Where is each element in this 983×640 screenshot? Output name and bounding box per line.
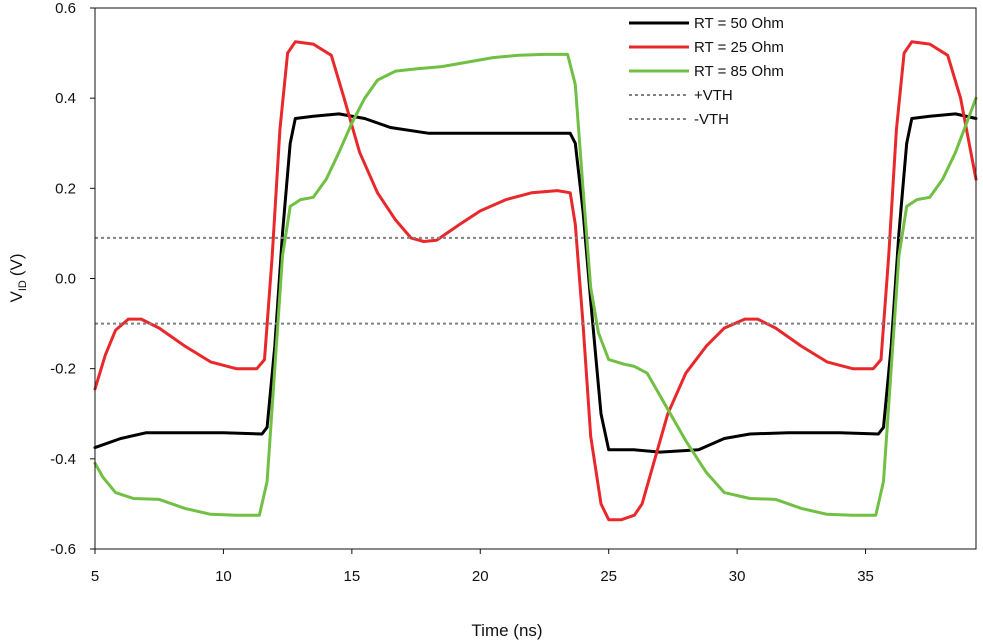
x-tick-label: 30 [729, 568, 746, 585]
x-tick-label: 25 [600, 568, 617, 585]
x-axis-title: Time (ns) [471, 621, 542, 640]
legend-label-rt-50-ohm: RT = 50 Ohm [694, 15, 784, 32]
legend-label-rt-25-ohm: RT = 25 Ohm [694, 39, 784, 56]
y-tick-label: 0.2 [55, 180, 76, 197]
legend: RT = 50 Ohm RT = 25 Ohm RT = 85 Ohm +VTH -VT… [629, 15, 784, 128]
x-tick-label: 20 [472, 568, 489, 585]
y-tick-label: -0.6 [50, 541, 76, 558]
x-tick-label: 5 [91, 568, 99, 585]
y-tick-label: 0.0 [55, 271, 76, 288]
y-tick-label: -0.4 [50, 451, 76, 468]
x-tick-label: 35 [857, 568, 874, 585]
y-tick-label: 0.6 [55, 0, 76, 17]
x-tick-label: 15 [344, 568, 361, 585]
y-axis-ticks: 0.6 0.4 0.2 0.0 -0.2 -0.4 -0.6 [50, 0, 95, 558]
legend-label-rt-85-ohm: RT = 85 Ohm [694, 63, 784, 80]
y-axis-title-subscript: ID [17, 280, 29, 291]
legend-label-vth: -VTH [694, 111, 729, 128]
series-line-rt-85-ohm [93, 52, 978, 517]
x-axis-ticks: 5 10 15 20 25 30 35 [91, 549, 874, 585]
legend-label-vth: +VTH [694, 87, 733, 104]
y-axis-title-main: V [7, 291, 26, 303]
y-tick-label: -0.2 [50, 361, 76, 378]
y-axis-title-unit: (V) [7, 253, 26, 276]
series-line-rt-25-ohm [93, 40, 978, 522]
series-group [93, 40, 978, 522]
x-tick-label: 10 [215, 568, 232, 585]
y-tick-label: 0.4 [55, 90, 76, 107]
series-line-rt-50-ohm [93, 112, 978, 454]
y-axis-title: VID (V) [7, 253, 29, 302]
